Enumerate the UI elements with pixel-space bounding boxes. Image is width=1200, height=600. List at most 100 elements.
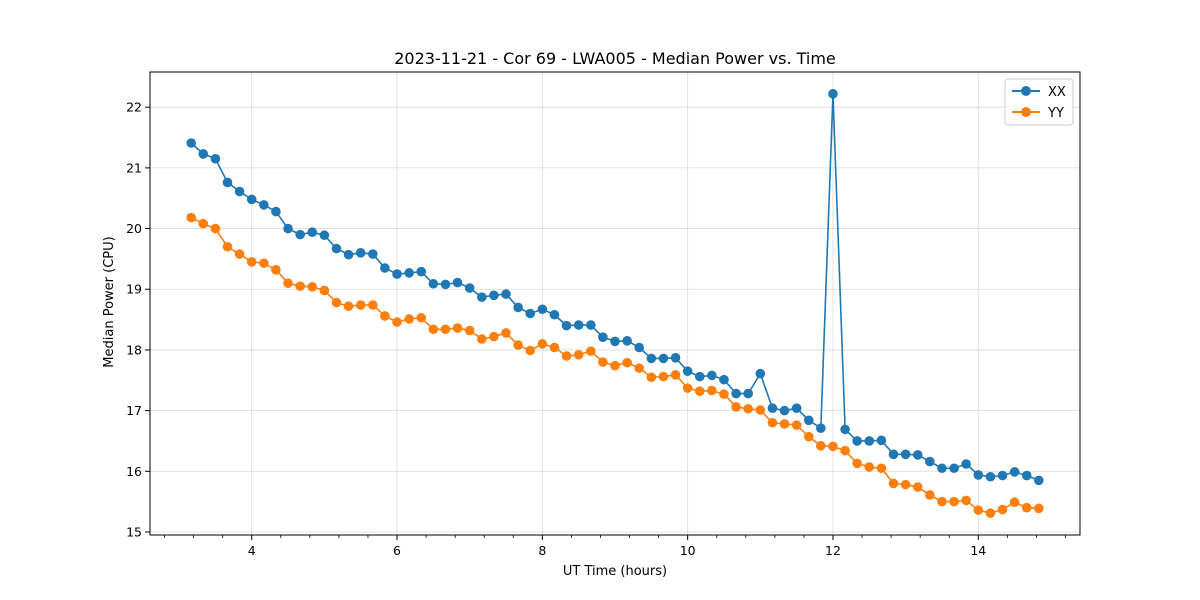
y-tick-label: 17	[126, 403, 142, 418]
legend-label-xx: XX	[1048, 85, 1066, 100]
data-point-yy	[428, 324, 439, 335]
x-tick-label: 10	[680, 543, 696, 558]
data-point-yy	[416, 312, 427, 323]
data-point-yy	[816, 440, 826, 451]
data-point-yy	[525, 345, 536, 356]
data-point-xx	[295, 229, 305, 240]
data-point-xx	[997, 470, 1008, 481]
data-point-yy	[210, 223, 221, 234]
y-tick-label: 16	[126, 464, 142, 479]
data-point-xx	[1034, 475, 1044, 486]
data-point-xx	[791, 403, 802, 413]
data-point-yy	[573, 349, 584, 360]
data-point-xx	[864, 436, 875, 446]
data-point-yy	[343, 301, 354, 312]
data-point-xx	[731, 388, 741, 399]
data-point-xx	[392, 269, 402, 279]
data-point-xx	[355, 248, 366, 258]
data-point-xx	[259, 200, 269, 210]
x-tick-label: 14	[970, 543, 986, 558]
data-point-yy	[803, 431, 814, 442]
data-point-yy	[622, 357, 632, 368]
data-point-xx	[283, 223, 293, 234]
data-point-xx	[464, 283, 475, 293]
legend-label-yy: YY	[1047, 106, 1064, 121]
data-point-xx	[682, 366, 693, 376]
x-tick-label: 12	[825, 543, 841, 558]
grid-lines	[150, 72, 1080, 535]
data-point-yy	[937, 496, 947, 507]
series-layer	[186, 89, 1044, 518]
data-point-xx	[573, 320, 584, 330]
data-point-xx	[222, 177, 233, 188]
data-point-xx	[1021, 470, 1032, 481]
data-point-xx	[319, 230, 330, 241]
x-tick-label: 8	[538, 543, 546, 558]
data-point-xx	[719, 374, 729, 385]
data-point-yy	[743, 403, 753, 414]
data-point-xx	[694, 371, 705, 382]
data-point-xx	[670, 353, 681, 363]
data-point-yy	[368, 300, 378, 310]
plot-frame	[149, 71, 1081, 536]
axis-ticks: 4 6 8 10 12 14 15 16 17 18 19 20 21 22	[126, 100, 1066, 558]
data-point-yy	[973, 505, 984, 515]
legend-marker-xx	[1021, 86, 1031, 96]
data-point-xx	[416, 266, 427, 277]
data-point-xx	[452, 277, 463, 288]
data-point-yy	[259, 258, 269, 268]
data-point-xx	[586, 320, 596, 330]
data-point-yy	[234, 249, 245, 259]
data-point-xx	[404, 268, 414, 278]
data-point-xx	[198, 149, 209, 159]
data-point-yy	[1021, 502, 1032, 513]
data-point-yy	[331, 297, 342, 308]
data-point-xx	[658, 353, 669, 364]
data-point-xx	[925, 456, 935, 467]
data-point-xx	[743, 388, 753, 399]
data-point-yy	[961, 495, 971, 506]
y-tick-label: 19	[126, 282, 142, 297]
data-point-xx	[210, 153, 221, 164]
data-point-yy	[464, 325, 475, 336]
data-point-yy	[598, 357, 608, 367]
data-point-xx	[307, 227, 318, 237]
data-point-xx	[803, 415, 814, 426]
data-point-yy	[1009, 497, 1020, 508]
data-point-yy	[682, 383, 693, 393]
data-point-yy	[319, 285, 330, 296]
data-point-xx	[779, 405, 790, 416]
x-tick-label: 4	[248, 543, 256, 558]
data-point-yy	[755, 405, 766, 415]
data-point-yy	[404, 314, 414, 324]
data-point-yy	[658, 371, 669, 382]
legend-marker-yy	[1021, 107, 1031, 117]
data-point-yy	[852, 458, 862, 469]
data-point-yy	[828, 441, 838, 452]
data-point-yy	[719, 389, 729, 400]
data-point-yy	[440, 324, 451, 335]
data-point-xx	[501, 289, 511, 299]
data-point-yy	[634, 363, 644, 373]
data-point-yy	[876, 463, 887, 474]
data-point-xx	[489, 290, 499, 301]
data-point-yy	[198, 218, 209, 229]
data-point-yy	[912, 482, 923, 492]
data-point-xx	[380, 263, 390, 273]
data-point-xx	[912, 450, 923, 460]
data-point-yy	[380, 311, 390, 321]
data-point-yy	[477, 334, 487, 344]
data-point-xx	[513, 302, 523, 313]
data-point-xx	[900, 449, 911, 460]
data-point-yy	[888, 478, 899, 489]
data-point-xx	[973, 470, 984, 480]
data-point-yy	[452, 323, 463, 333]
data-point-yy	[646, 372, 657, 383]
data-point-yy	[549, 342, 560, 353]
data-point-xx	[961, 459, 971, 469]
y-tick-label: 21	[126, 160, 142, 175]
x-tick-label: 6	[393, 543, 401, 558]
data-point-yy	[222, 241, 233, 252]
